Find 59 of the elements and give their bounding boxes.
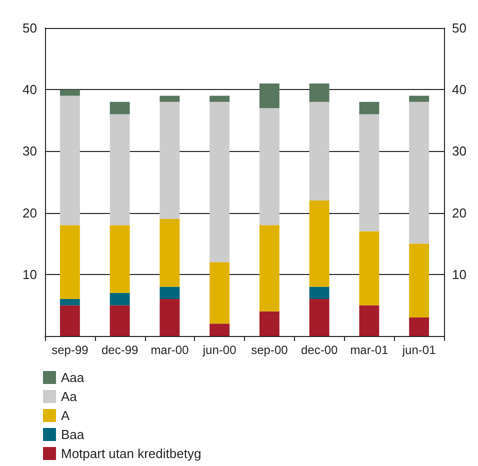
legend-label: Aaa: [61, 370, 85, 385]
y2-tick-label: 40: [452, 82, 466, 98]
x-tick-label: sep-00: [251, 343, 288, 357]
bar: [409, 102, 430, 244]
bar: [160, 102, 180, 219]
bar: [359, 305, 380, 336]
y-tick-label: 10: [22, 266, 37, 282]
y2-tick-label: 10: [452, 266, 466, 282]
bar: [60, 305, 80, 336]
bar: [359, 231, 380, 306]
x-tick-label: jun-00: [202, 343, 237, 357]
bar: [110, 102, 130, 114]
bar: [160, 299, 180, 336]
bar: [409, 244, 430, 318]
bar: [60, 96, 80, 226]
bar: [210, 96, 230, 102]
legend-label: Aa: [61, 389, 78, 404]
bar: [160, 218, 180, 287]
bar: [259, 83, 280, 108]
bar: [259, 225, 280, 312]
legend-label: Motpart utan kreditbetyg: [61, 446, 202, 461]
bar: [110, 292, 130, 306]
x-tick-label: mar-00: [150, 343, 190, 357]
bar: [210, 102, 230, 262]
y2-tick-label: 30: [452, 144, 466, 159]
bar: [210, 324, 230, 336]
bar: [409, 318, 430, 336]
bar: [309, 83, 330, 102]
bar: [259, 311, 280, 336]
bar: [110, 225, 130, 293]
y-tick-label: 40: [22, 82, 37, 98]
bar: [359, 102, 380, 114]
bar: [110, 305, 130, 336]
x-tick-label: jun-01: [401, 343, 436, 357]
bar: [309, 200, 330, 287]
y2-tick-label: 50: [452, 20, 466, 36]
bar: [259, 108, 280, 226]
x-tick-label: dec-99: [101, 343, 138, 357]
bar: [60, 90, 80, 96]
bar: [359, 114, 380, 232]
y-tick-label: 50: [22, 20, 37, 36]
legend-label: A: [61, 408, 70, 423]
bar: [60, 299, 80, 306]
bar: [409, 96, 430, 102]
bar: [309, 299, 330, 336]
bar: [210, 262, 230, 324]
bar: [160, 286, 180, 300]
x-tick-label: sep-99: [52, 343, 89, 357]
y-tick-label: 30: [22, 144, 37, 159]
bar: [309, 102, 330, 200]
y2-tick-label: 20: [452, 205, 466, 220]
y-tick-label: 20: [22, 205, 37, 220]
bar: [309, 286, 330, 300]
bar: [160, 96, 180, 102]
bar: [110, 114, 130, 226]
legend-label: Baa: [61, 427, 85, 442]
bar: [60, 225, 80, 300]
x-tick-label: dec-00: [300, 343, 338, 357]
x-tick-label: mar-01: [350, 343, 389, 357]
